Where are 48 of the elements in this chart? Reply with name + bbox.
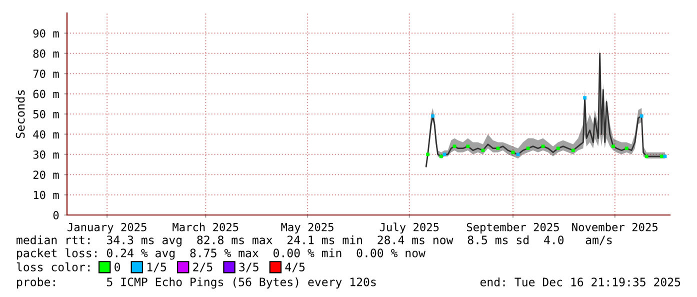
x-tick-label: May 2025	[281, 222, 334, 234]
y-tick-label: 50 m	[33, 110, 59, 118]
y-tick-label: 10 m	[34, 190, 59, 200]
y-tick-label: 60 m	[33, 90, 59, 98]
legend-label: 4/5	[285, 262, 305, 272]
legend-title: loss color:	[16, 262, 90, 272]
point	[612, 144, 615, 148]
y-tick-label: 70 m	[33, 70, 59, 78]
text: probe: 5 ICMP Echo Pings (56 Bytes) every 120s	[17, 277, 376, 289]
point	[640, 114, 644, 118]
x-tick-label: November 2025	[572, 222, 658, 232]
point	[660, 154, 664, 158]
point	[644, 154, 648, 158]
point	[541, 144, 545, 148]
legend-label: 2/5	[193, 262, 212, 272]
y-tick-label: 20 m	[33, 170, 59, 180]
point	[496, 146, 500, 150]
text: packet loss: 0.24 % avg 8.75 % max 0.00 % min 0.00 % now	[17, 248, 426, 260]
point	[556, 146, 560, 150]
point	[426, 152, 430, 156]
point	[431, 114, 435, 118]
x-tick-label: January 2025	[68, 222, 146, 234]
x-tick-label: March 2025	[172, 222, 238, 232]
legend-label: 3/5	[239, 262, 258, 272]
point	[439, 154, 443, 158]
y-tick-label: 30 m	[33, 150, 59, 159]
legend-label: 0	[114, 262, 120, 272]
text: end: Tue Dec 16 21:19:35 2025	[480, 277, 680, 286]
point	[452, 144, 456, 148]
y-tick-label: 40 m	[33, 130, 59, 139]
x-tick-label: September 2025	[466, 222, 559, 234]
point	[624, 146, 628, 150]
point	[466, 144, 470, 148]
text: median rtt: 34.3 ms avg 82.8 ms max 24.1 ms min 28.4 ms now 8.5 ms sd 4.0 am/s	[16, 235, 612, 247]
point	[442, 152, 446, 156]
y-tick-label: 0	[53, 211, 59, 220]
y-tick-label: 80 m	[33, 49, 59, 58]
x-tick-label: July 2025	[380, 222, 439, 234]
point	[516, 152, 520, 156]
y-tick-label: 90 m	[33, 29, 59, 38]
point	[663, 154, 667, 158]
point	[583, 96, 587, 100]
point	[481, 148, 485, 152]
point	[571, 148, 575, 152]
point	[526, 146, 530, 150]
legend-label: 1/5	[148, 262, 166, 272]
y-axis-title: Seconds	[16, 90, 25, 138]
point	[511, 150, 515, 154]
